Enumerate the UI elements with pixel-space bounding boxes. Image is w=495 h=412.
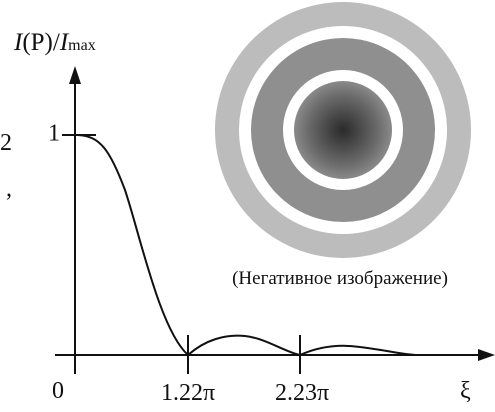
diffraction-rings bbox=[215, 2, 471, 258]
origin-label: 0 bbox=[52, 378, 64, 404]
diagram: (Негативное изображение) I(P)/Imax 2 , 1… bbox=[0, 0, 495, 412]
x-tick-label: 1.22π bbox=[161, 380, 215, 406]
caption: (Негативное изображение) bbox=[232, 268, 448, 289]
margin-text: , bbox=[6, 176, 12, 202]
y-tick-label: 1 bbox=[48, 121, 60, 147]
y-axis-label: I(P)/Imax bbox=[13, 29, 96, 56]
y-arrow bbox=[69, 66, 81, 84]
x-arrow bbox=[478, 349, 495, 361]
x-tick-label: 2.23π bbox=[275, 380, 329, 406]
x-axis-label: ξ bbox=[460, 378, 471, 404]
margin-text: 2 bbox=[0, 130, 12, 156]
